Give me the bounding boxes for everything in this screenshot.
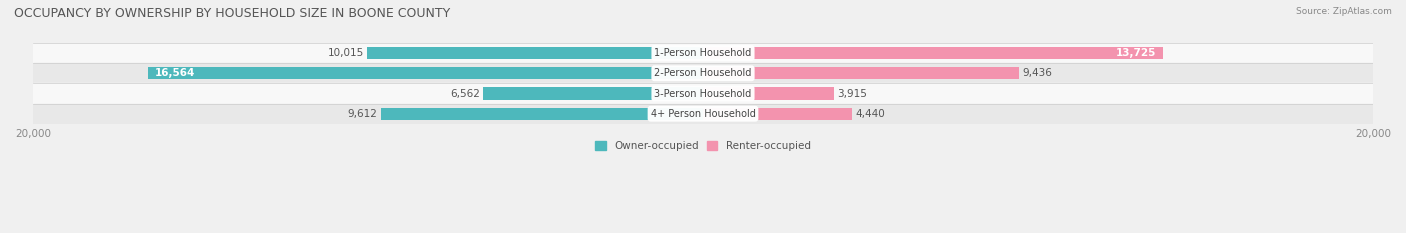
Text: 4+ Person Household: 4+ Person Household: [651, 109, 755, 119]
Text: 4,440: 4,440: [855, 109, 884, 119]
Bar: [703, 67, 1019, 79]
Bar: [703, 108, 852, 120]
Bar: [32, 63, 1374, 83]
Text: 9,436: 9,436: [1022, 68, 1052, 78]
Text: 2-Person Household: 2-Person Household: [654, 68, 752, 78]
Bar: [367, 47, 703, 59]
Text: 6,562: 6,562: [450, 89, 479, 99]
Bar: [148, 67, 703, 79]
Bar: [703, 87, 834, 99]
Text: 9,612: 9,612: [347, 109, 378, 119]
Text: 3-Person Household: 3-Person Household: [654, 89, 752, 99]
Bar: [381, 108, 703, 120]
Bar: [32, 83, 1374, 104]
Text: 1-Person Household: 1-Person Household: [654, 48, 752, 58]
Bar: [484, 87, 703, 99]
Text: 13,725: 13,725: [1116, 48, 1156, 58]
Text: 16,564: 16,564: [155, 68, 195, 78]
Text: Source: ZipAtlas.com: Source: ZipAtlas.com: [1296, 7, 1392, 16]
Bar: [32, 43, 1374, 63]
Text: OCCUPANCY BY OWNERSHIP BY HOUSEHOLD SIZE IN BOONE COUNTY: OCCUPANCY BY OWNERSHIP BY HOUSEHOLD SIZE…: [14, 7, 450, 20]
Bar: [703, 47, 1163, 59]
Text: 3,915: 3,915: [838, 89, 868, 99]
Bar: [32, 104, 1374, 124]
Text: 10,015: 10,015: [328, 48, 364, 58]
Legend: Owner-occupied, Renter-occupied: Owner-occupied, Renter-occupied: [591, 137, 815, 155]
